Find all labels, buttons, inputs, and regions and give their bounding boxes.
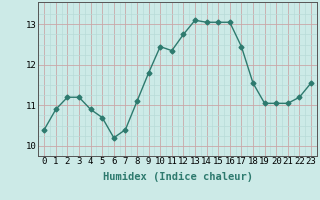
X-axis label: Humidex (Indice chaleur): Humidex (Indice chaleur) [103, 172, 252, 182]
